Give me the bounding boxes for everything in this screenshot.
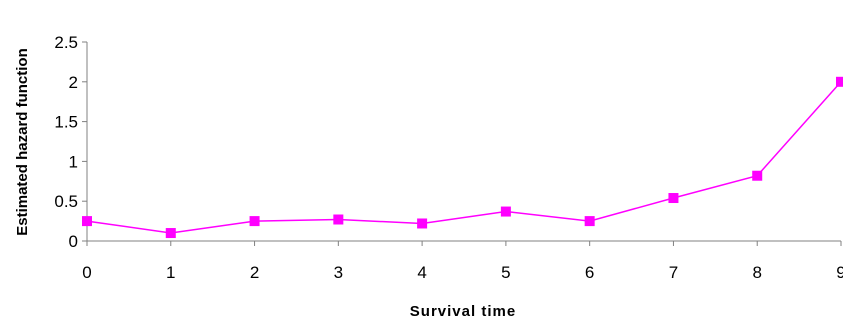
y-tick-labels: 0 0.5 1 1.5 2 2.5 bbox=[54, 33, 78, 251]
x-tick-label: 0 bbox=[82, 263, 91, 282]
x-tick-label: 8 bbox=[752, 263, 761, 282]
data-point-marker bbox=[249, 216, 260, 227]
y-tick-label: 1 bbox=[69, 152, 78, 171]
axes bbox=[82, 41, 842, 246]
x-tick-labels: 0 1 2 3 4 5 6 7 8 9 bbox=[82, 263, 843, 282]
series-line bbox=[86, 81, 842, 234]
y-tick-label: 2 bbox=[69, 73, 78, 92]
data-point-marker bbox=[82, 216, 92, 227]
data-point-marker bbox=[584, 216, 595, 227]
data-point-marker bbox=[836, 76, 843, 87]
data-point-marker bbox=[165, 228, 176, 239]
x-tick-label: 2 bbox=[250, 263, 259, 282]
y-tick-label: 1.5 bbox=[54, 113, 78, 132]
data-point-marker bbox=[752, 170, 763, 181]
x-tick-label: 3 bbox=[334, 263, 343, 282]
x-tick-label: 5 bbox=[501, 263, 510, 282]
y-axis-title: Estimated hazard function bbox=[14, 48, 31, 236]
y-tick-label: 0.5 bbox=[54, 192, 78, 211]
x-tick-label: 1 bbox=[166, 263, 175, 282]
data-point-marker bbox=[417, 218, 428, 229]
data-point-marker bbox=[333, 214, 344, 225]
x-axis-title: Survival time bbox=[410, 303, 516, 320]
x-tick-label: 9 bbox=[836, 263, 843, 282]
x-tick-label: 7 bbox=[669, 263, 678, 282]
series-layer bbox=[82, 76, 843, 239]
y-tick-label: 2.5 bbox=[54, 33, 78, 52]
x-tick-label: 6 bbox=[585, 263, 594, 282]
data-point-marker bbox=[500, 206, 511, 217]
x-tick-label: 4 bbox=[417, 263, 426, 282]
data-point-marker bbox=[668, 193, 679, 204]
y-tick-label: 0 bbox=[69, 232, 78, 251]
